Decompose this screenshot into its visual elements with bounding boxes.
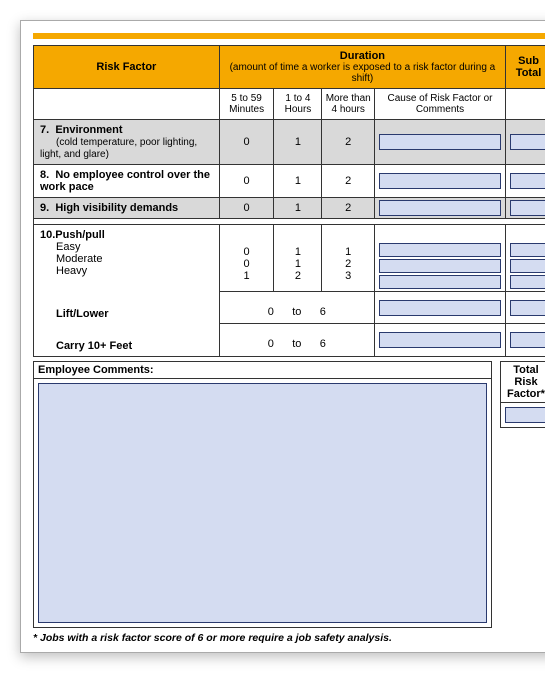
r8-v3: 2 [322,165,374,198]
row-no-control: 8. No employee control over the work pac… [34,165,545,198]
lift-hi: 6 [320,306,326,318]
r10-mod-cause-input[interactable] [379,259,501,273]
risk-factor-form: Risk Factor Duration (amount of time a w… [20,20,545,653]
total-label-1: Total [513,364,538,376]
r9-num: 9. [40,202,49,214]
r8-num: 8. [40,169,49,181]
lift-mid: to [292,306,301,318]
r9-subtotal-input[interactable] [510,200,545,216]
carry-lo: 0 [268,338,274,350]
r10-mod-v3: 2 [345,258,351,270]
r10-mod-subtotal-input[interactable] [510,259,545,273]
col-5to59: 5 to 59 Minutes [219,89,274,120]
r10-heavy-label: Heavy [40,265,87,277]
header-duration-title: Duration [224,50,501,62]
lift-cause-input[interactable] [379,300,501,316]
carry-hi: 6 [320,338,326,350]
total-risk-factor-box: Total Risk Factor* [500,361,545,628]
r10-heavy-subtotal-input[interactable] [510,275,545,289]
comments-section: Employee Comments: Total Risk Factor* [33,361,545,628]
header-duration: Duration (amount of time a worker is exp… [219,46,505,89]
carry-mid: to [292,338,301,350]
r8-cause-input[interactable] [379,173,501,189]
r7-num: 7. [40,124,49,136]
carry-subtotal-input[interactable] [510,332,545,348]
total-label-2: Risk [514,376,537,388]
employee-comments-input[interactable] [38,383,487,623]
col-1to4: 1 to 4 Hours [274,89,322,120]
carry-cause-input[interactable] [379,332,501,348]
carry-title: Carry 10+ Feet [40,340,132,352]
col-subtotal-blank [506,89,545,120]
r7-desc: (cold temperature, poor lighting, light,… [40,137,197,160]
r10-easy-subtotal-input[interactable] [510,243,545,257]
comments-label: Employee Comments: [33,361,492,378]
r7-cause-input[interactable] [379,134,501,150]
row-lift-lower: Lift/Lower 0 to 6 [34,292,545,324]
r9-v1: 0 [219,198,274,219]
r10-mod-v2: 1 [295,258,301,270]
r10-easy-v3: 1 [345,246,351,258]
header-sub-total: Sub Total [506,46,545,89]
row-pushpull: 10.Push/pull Easy Moderate Heavy 0 0 1 1… [34,225,545,292]
risk-factor-table: Risk Factor Duration (amount of time a w… [33,45,545,357]
r7-v3: 2 [322,120,374,165]
col-cause: Cause of Risk Factor or Comments [374,89,505,120]
r9-title: High visibility demands [55,202,178,214]
r8-v2: 1 [274,165,322,198]
r7-v1: 0 [219,120,274,165]
r10-easy-v2: 1 [295,246,301,258]
r10-heavy-v3: 3 [345,270,351,282]
r8-subtotal-input[interactable] [510,173,545,189]
lift-title: Lift/Lower [40,308,109,320]
r9-v2: 1 [274,198,322,219]
r9-cause-input[interactable] [379,200,501,216]
row-high-visibility: 9. High visibility demands 0 1 2 [34,198,545,219]
r10-easy-label: Easy [40,241,80,253]
top-accent-bar [33,33,545,39]
r10-num: 10. [40,229,55,241]
lift-subtotal-input[interactable] [510,300,545,316]
r10-easy-v1: 0 [244,246,250,258]
r10-heavy-v2: 2 [295,270,301,282]
r10-heavy-v1: 1 [244,270,250,282]
row-environment: 7. Environment (cold temperature, poor l… [34,120,545,165]
r9-v3: 2 [322,198,374,219]
r8-v1: 0 [219,165,274,198]
total-risk-factor-input[interactable] [505,407,545,423]
lift-lo: 0 [268,306,274,318]
subheader-blank [34,89,220,120]
r10-title: Push/pull [55,229,105,241]
header-risk-factor: Risk Factor [34,46,220,89]
r8-title: No employee control over the work pace [40,169,210,193]
r7-subtotal-input[interactable] [510,134,545,150]
r7-title: Environment [55,124,122,136]
col-more4: More than 4 hours [322,89,374,120]
r7-v2: 1 [274,120,322,165]
header-duration-sub: (amount of time a worker is exposed to a… [224,62,501,84]
total-label-3: Factor* [507,388,545,400]
row-carry: Carry 10+ Feet 0 to 6 [34,324,545,357]
r10-heavy-cause-input[interactable] [379,275,501,289]
r10-mod-label: Moderate [40,253,102,265]
r10-mod-v1: 0 [244,258,250,270]
r10-easy-cause-input[interactable] [379,243,501,257]
footnote: * Jobs with a risk factor score of 6 or … [33,632,545,644]
